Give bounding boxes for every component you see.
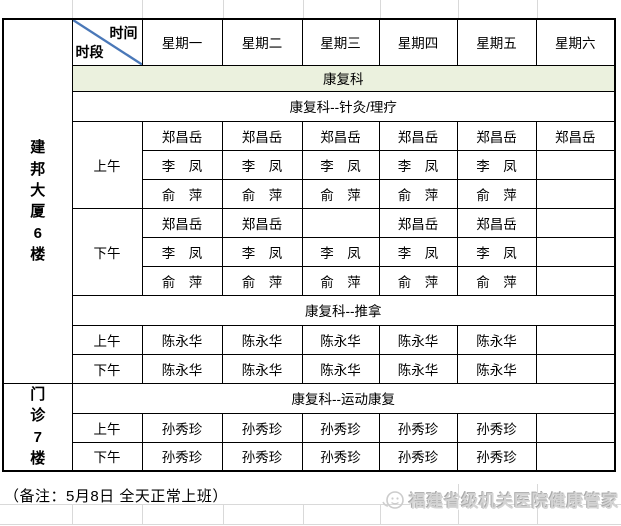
schedule-cell [535,149,616,180]
schedule-cell: 俞 萍 [221,265,303,296]
schedule-cell: 俞 萍 [301,265,380,296]
schedule-cell: 孙秀珍 [221,412,303,443]
duty-schedule-table: 建邦大厦6楼 时间 时段 星期一 星期二 星期三 星期四 星期五 星期六 康复科… [2,18,616,472]
schedule-cell [535,441,616,472]
schedule-cell: 俞 萍 [141,265,223,296]
period-pm-label: 下午 [71,441,143,472]
schedule-cell: 孙秀珍 [456,441,537,472]
day-header-monday: 星期一 [141,18,223,66]
schedule-cell: 俞 萍 [301,178,380,209]
period-pm-label: 下午 [71,353,143,384]
schedule-cell: 孙秀珍 [301,441,380,472]
day-header-saturday: 星期六 [535,18,616,66]
schedule-cell: 陈永华 [221,353,303,384]
schedule-cell: 俞 萍 [456,178,537,209]
section-acupuncture-title: 康复科--针灸/理疗 [71,90,616,122]
schedule-cell [535,412,616,443]
period-am-label: 上午 [71,324,143,355]
schedule-cell: 李 凤 [141,236,223,267]
schedule-cell: 俞 萍 [456,265,537,296]
schedule-cell [535,353,616,384]
schedule-cell: 陈永华 [378,353,458,384]
location-clinic: 门诊7楼 [2,382,73,472]
schedule-cell [535,265,616,296]
schedule-cell: 陈永华 [378,324,458,355]
schedule-cell: 孙秀珍 [378,412,458,443]
remark-note: （备注：5月8日 全天正常上班） [4,488,228,505]
schedule-cell: 郑昌岳 [141,207,223,238]
watermark: 福建省级机关医院健康管家 [381,487,619,512]
schedule-cell: 李 凤 [221,236,303,267]
schedule-cell: 李 凤 [221,149,303,180]
schedule-cell: 孙秀珍 [141,412,223,443]
schedule-cell [535,324,616,355]
schedule-cell: 陈永华 [141,353,223,384]
period-am-label: 上午 [71,120,143,209]
schedule-cell [535,178,616,209]
day-header-tuesday: 星期二 [221,18,303,66]
schedule-cell: 陈永华 [141,324,223,355]
day-header-thursday: 星期四 [378,18,458,66]
corner-label-period: 时段 [75,43,104,60]
schedule-cell: 陈永华 [456,324,537,355]
schedule-cell [301,207,380,238]
section-sport-title: 康复科--运动康复 [71,382,616,414]
location-building-label: 建邦大厦6楼 [30,139,46,263]
corner-label-time: 时间 [109,25,138,41]
schedule-cell: 俞 萍 [221,178,303,209]
hospital-logo-icon [382,490,404,509]
day-header-friday: 星期五 [456,18,537,66]
schedule-cell: 郑昌岳 [456,120,537,151]
schedule-cell: 俞 萍 [378,265,458,296]
section-dept-title: 康复科 [71,64,616,92]
schedule-cell: 陈永华 [301,324,380,355]
schedule-cell: 李 凤 [141,149,223,180]
watermark-text: 福建省级机关医院健康管家 [409,492,619,511]
schedule-cell: 郑昌岳 [301,120,380,151]
schedule-cell: 孙秀珍 [378,441,458,472]
schedule-cell [535,207,616,238]
schedule-cell: 孙秀珍 [301,412,380,443]
schedule-cell: 郑昌岳 [456,207,537,238]
location-clinic-label: 门诊7楼 [30,386,46,468]
period-am-label: 上午 [71,412,143,443]
schedule-cell: 郑昌岳 [378,120,458,151]
schedule-cell: 李 凤 [301,149,380,180]
schedule-cell: 郑昌岳 [535,120,616,151]
corner-cell: 时间 时段 [71,18,143,66]
schedule-cell: 郑昌岳 [221,207,303,238]
schedule-cell: 李 凤 [301,236,380,267]
schedule-cell: 陈永华 [301,353,380,384]
period-pm-label: 下午 [71,207,143,296]
diagonal-line-icon [73,20,141,64]
schedule-cell [535,236,616,267]
schedule-cell: 孙秀珍 [141,441,223,472]
day-header-wednesday: 星期三 [301,18,380,66]
schedule-cell: 孙秀珍 [456,412,537,443]
schedule-cell: 李 凤 [378,149,458,180]
schedule-cell: 郑昌岳 [221,120,303,151]
schedule-cell: 李 凤 [378,236,458,267]
schedule-cell: 俞 萍 [141,178,223,209]
schedule-cell: 郑昌岳 [141,120,223,151]
schedule-cell: 孙秀珍 [221,441,303,472]
section-tuina-title: 康复科--推拿 [71,294,616,326]
schedule-cell: 李 凤 [456,149,537,180]
schedule-cell: 陈永华 [456,353,537,384]
schedule-cell: 俞 萍 [378,178,458,209]
schedule-cell: 李 凤 [456,236,537,267]
location-building: 建邦大厦6楼 [2,18,73,384]
schedule-cell: 陈永华 [221,324,303,355]
schedule-cell: 郑昌岳 [378,207,458,238]
